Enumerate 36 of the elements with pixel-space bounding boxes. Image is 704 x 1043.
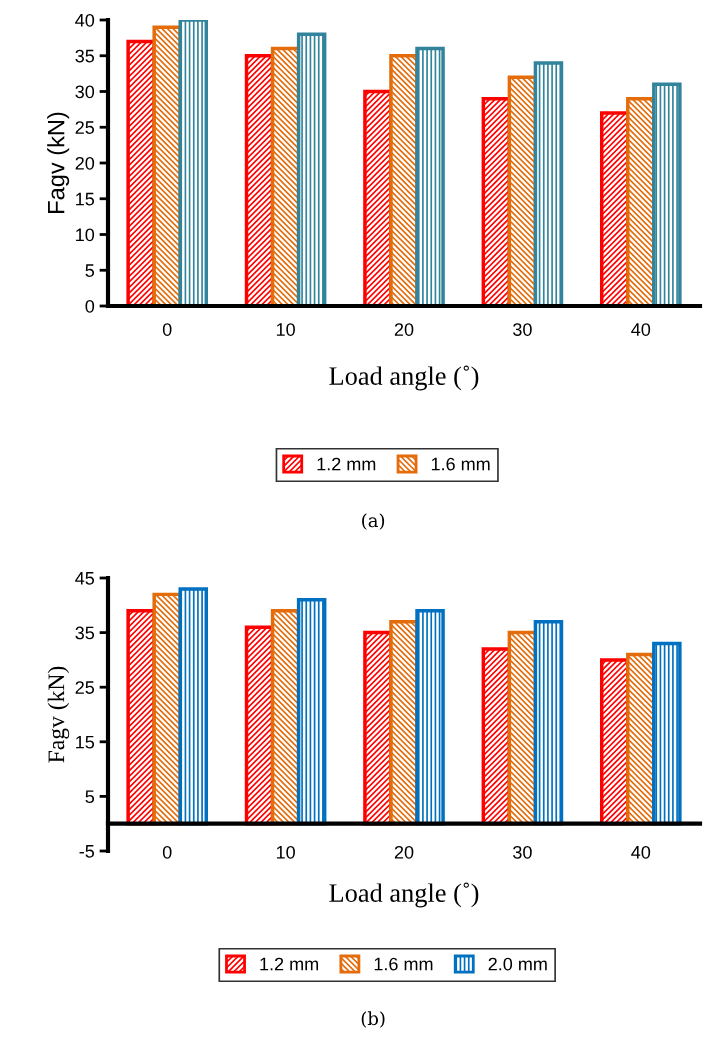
y-tick-label: 40 <box>75 13 95 27</box>
legend-label: 1.2 mm <box>317 457 376 471</box>
y-tick-label: 5 <box>85 264 95 277</box>
y-tick-label: 5 <box>85 790 95 804</box>
x-tick-label: 0 <box>162 845 172 859</box>
x-tick-label: 20 <box>394 845 414 859</box>
y-tick-label: 35 <box>75 626 95 640</box>
x-tick-label: 40 <box>631 845 651 859</box>
text: (b) <box>361 1011 385 1028</box>
x-tick-label: 30 <box>513 323 532 336</box>
legend-label: 1.2 mm <box>260 957 318 971</box>
legend-label: 2.0 mm <box>488 957 547 971</box>
y-tick-label: 15 <box>76 735 95 749</box>
x-tick-label: 10 <box>276 845 295 859</box>
x-tick-label: 0 <box>162 323 172 336</box>
y-tick-label: 25 <box>75 681 95 694</box>
legend-label: 1.6 mm <box>374 957 433 971</box>
text: (a) <box>362 513 385 530</box>
y-tick-label: 25 <box>75 121 95 134</box>
y-tick-label: 0 <box>85 299 95 313</box>
x-tick-label: 20 <box>394 323 414 336</box>
y-tick-label: 35 <box>75 49 95 63</box>
legend-label: 1.6 mm <box>431 457 490 471</box>
y-axis-title: Fagv (kN) <box>47 666 70 763</box>
x-axis-title: Load angle (˚) <box>329 365 479 391</box>
y-tick-label: 30 <box>75 85 95 99</box>
y-axis-title: Fagv (kN) <box>47 112 70 213</box>
x-tick-label: 10 <box>276 323 295 336</box>
x-tick-label: 30 <box>513 845 532 859</box>
y-tick-label: -5 <box>79 845 95 858</box>
y-tick-label: 15 <box>76 192 95 206</box>
x-tick-label: 40 <box>631 323 651 336</box>
y-tick-label: 10 <box>76 228 95 242</box>
y-tick-label: 20 <box>75 156 95 170</box>
x-axis-title: Load angle (˚) <box>329 882 479 908</box>
y-tick-label: 45 <box>75 572 95 585</box>
